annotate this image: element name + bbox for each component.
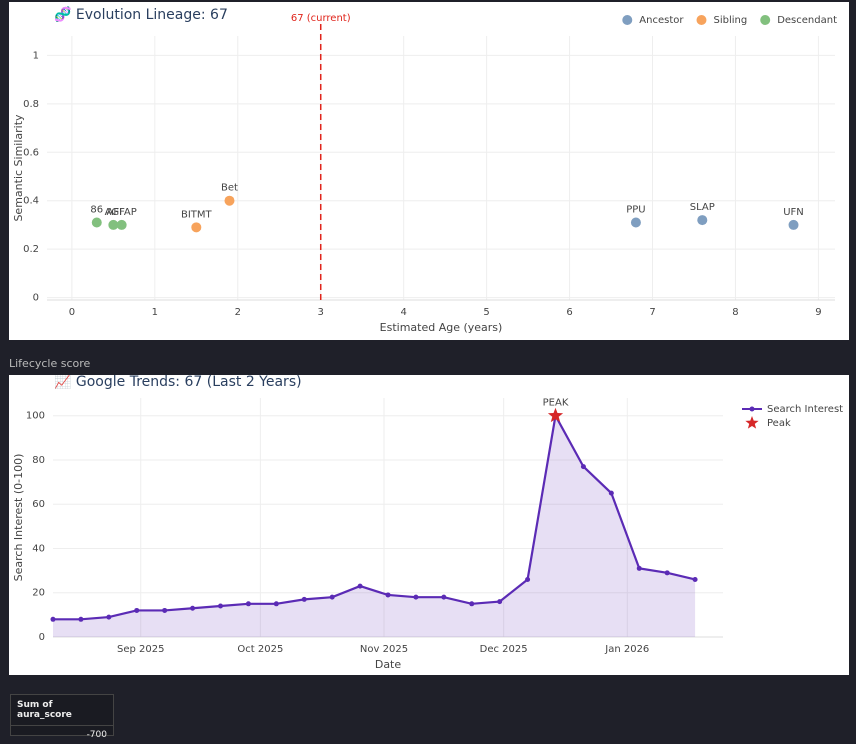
y-tick-label: 80: [32, 455, 45, 466]
point-label: PPU: [626, 204, 645, 215]
x-tick-label: 2: [235, 307, 241, 318]
point: [190, 605, 196, 611]
point: [50, 616, 56, 622]
y-tick-label: 60: [32, 499, 45, 510]
peak-label: PEAK: [543, 398, 569, 409]
x-tick-label: 9: [815, 307, 821, 318]
point: [329, 594, 335, 600]
point-label: Bet: [221, 183, 238, 194]
peak-marker: [547, 407, 564, 423]
x-tick-label: 4: [400, 307, 406, 318]
point: [788, 219, 799, 230]
y-tick-label: 40: [32, 543, 45, 554]
point: [692, 576, 698, 582]
point: [162, 607, 168, 613]
x-tick-label: Oct 2025: [237, 644, 283, 655]
point: [106, 614, 112, 620]
point-label: SLAP: [690, 202, 715, 213]
point: [469, 601, 475, 607]
x-tick-label: 1: [152, 307, 158, 318]
point: [497, 599, 503, 605]
x-tick-label: Nov 2025: [360, 644, 408, 655]
y-tick-label: 0.2: [23, 244, 39, 255]
point: [218, 603, 223, 609]
x-axis-label: Estimated Age (years): [380, 321, 503, 334]
x-tick-label: 3: [318, 307, 324, 318]
point: [441, 594, 447, 600]
point: [108, 219, 119, 230]
y-tick-label: 0.6: [23, 147, 39, 158]
y-tick-label: 100: [26, 411, 45, 422]
x-tick-label: 0: [69, 307, 75, 318]
point-label: 86: [90, 204, 103, 215]
point: [134, 607, 140, 613]
legend-label: Descendant: [777, 15, 837, 26]
legend-marker: [749, 406, 755, 412]
point: [385, 592, 391, 598]
y-tick-label: 1: [33, 50, 39, 61]
y-tick-label: 0: [33, 293, 39, 304]
point: [116, 219, 127, 230]
point: [191, 222, 202, 233]
legend-marker: [760, 15, 771, 25]
point: [413, 594, 419, 600]
title: 🧬 Evolution Lineage: 67: [54, 5, 228, 23]
y-tick-label: 0.4: [23, 196, 39, 207]
point: [525, 576, 531, 582]
legend-marker: [745, 416, 759, 429]
point: [78, 616, 84, 622]
point-label: BITMT: [181, 209, 213, 220]
point: [697, 215, 708, 226]
x-tick-label: 6: [566, 307, 572, 318]
point: [273, 601, 279, 607]
legend-label: Ancestor: [639, 15, 684, 26]
metric-value: -700: [86, 730, 107, 740]
x-tick-label: 5: [483, 307, 489, 318]
legend-label: Peak: [767, 418, 791, 429]
lineage-chart: 0 1 2 3 4 5 6 7 8 9 0 0.2 0.4 0.6 0.8 1 🧬 Evolution Line…: [9, 2, 849, 340]
trends-chart: Sep 2025 Oct 2025 Nov 2025 Dec 2025 Jan 2026…: [9, 375, 849, 675]
point: [245, 601, 251, 607]
legend-marker: [622, 15, 633, 25]
x-axis-label: Date: [375, 658, 402, 671]
x-tick-label: Dec 2025: [480, 644, 528, 655]
legend-label: Search Interest: [767, 404, 843, 415]
x-tick-label: 7: [649, 307, 655, 318]
legend-label: Sibling: [713, 15, 747, 26]
metric-label: Sum of aura_score: [11, 695, 113, 726]
line: [53, 412, 696, 621]
point-label: UFN: [783, 207, 804, 218]
area: [53, 415, 696, 637]
y-axis-label: Semantic Similarity: [12, 114, 25, 222]
y-axis-label: Search Interest (0-100): [12, 454, 25, 582]
point: [630, 217, 641, 228]
metric-card: Sum of aura_score -700: [10, 694, 114, 740]
point: [580, 464, 586, 470]
title: 📈 Google Trends: 67 (Last 2 Years): [54, 375, 302, 390]
point: [357, 583, 363, 589]
point: [636, 565, 642, 571]
point: [664, 570, 670, 576]
y-tick-label: 0: [39, 632, 45, 643]
legend-marker: [696, 15, 707, 25]
point: [608, 490, 614, 496]
section-label: Lifecycle score: [9, 357, 91, 370]
x-tick-label: Jan 2026: [604, 644, 649, 655]
x-tick-label: 8: [732, 307, 738, 318]
point: [224, 195, 235, 206]
y-tick-label: 20: [32, 588, 45, 599]
y-tick-label: 0.8: [23, 99, 39, 110]
current-label: 67 (current): [291, 13, 351, 24]
x-tick-label: Sep 2025: [117, 644, 164, 655]
point-label: AFFAP: [106, 207, 136, 218]
point-label: AGI: [105, 207, 122, 218]
point: [301, 596, 307, 602]
point: [91, 217, 102, 228]
